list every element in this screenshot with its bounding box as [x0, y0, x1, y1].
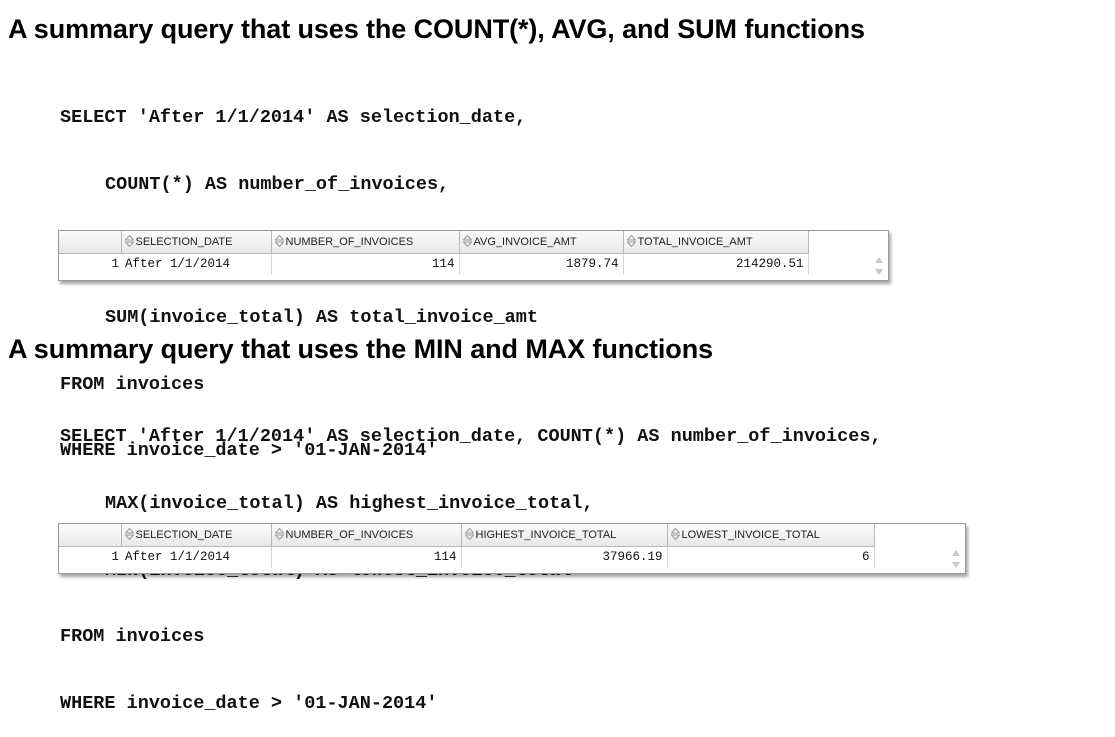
code-line: SUM(invoice_total) AS total_invoice_amt — [105, 307, 538, 329]
table-row[interactable]: 1 After 1/1/2014 114 1879.74 214290.51 — [59, 253, 809, 275]
sort-arrows-icon[interactable] — [273, 527, 285, 541]
row-number-header — [59, 231, 122, 254]
section1-heading: A summary query that uses the COUNT(*), … — [8, 14, 865, 44]
query-result-grid-1[interactable]: SELECTION_DATE NUMBER_OF_INVOICES AVG_IN… — [58, 230, 889, 281]
sort-arrows-icon[interactable] — [123, 234, 135, 248]
column-header[interactable]: NUMBER_OF_INVOICES — [270, 231, 460, 254]
sort-arrows-icon[interactable] — [273, 234, 285, 248]
header-row: SELECTION_DATE NUMBER_OF_INVOICES AVG_IN… — [59, 231, 809, 254]
column-header-label: SELECTION_DATE — [135, 236, 233, 249]
column-header-label: TOTAL_INVOICE_AMT — [637, 236, 753, 249]
sort-arrows-icon[interactable] — [625, 234, 637, 248]
column-header[interactable]: AVG_INVOICE_AMT — [458, 231, 624, 254]
code-line: FROM invoices — [60, 626, 205, 648]
section2-heading: A summary query that uses the MIN and MA… — [8, 334, 714, 364]
result-table: SELECTION_DATE NUMBER_OF_INVOICES HIGHES… — [59, 524, 875, 568]
row-number-header — [59, 524, 122, 547]
code-line: SELECT 'After 1/1/2014' AS selection_dat… — [60, 107, 527, 129]
table-cell[interactable]: 1879.74 — [459, 253, 624, 275]
column-header[interactable]: HIGHEST_INVOICE_TOTAL — [460, 524, 668, 547]
column-header[interactable]: SELECTION_DATE — [120, 524, 272, 547]
sort-arrows-icon[interactable] — [123, 527, 135, 541]
column-header[interactable]: NUMBER_OF_INVOICES — [270, 524, 462, 547]
table-cell[interactable]: 6 — [667, 546, 875, 568]
header-row: SELECTION_DATE NUMBER_OF_INVOICES HIGHES… — [59, 524, 875, 547]
column-header-label: NUMBER_OF_INVOICES — [285, 529, 414, 542]
table-row[interactable]: 1 After 1/1/2014 114 37966.19 6 — [59, 546, 875, 568]
code-line: WHERE invoice_date > '01-JAN-2014' — [60, 440, 438, 462]
sort-arrows-icon[interactable] — [461, 234, 473, 248]
table-cell[interactable]: After 1/1/2014 — [121, 253, 272, 275]
column-header[interactable]: TOTAL_INVOICE_AMT — [622, 231, 809, 254]
column-header[interactable]: LOWEST_INVOICE_TOTAL — [666, 524, 875, 547]
column-header-label: LOWEST_INVOICE_TOTAL — [681, 529, 820, 542]
table-cell[interactable]: 37966.19 — [461, 546, 668, 568]
code-line: MAX(invoice_total) AS highest_invoice_to… — [105, 493, 594, 514]
row-number: 1 — [111, 257, 119, 272]
result-table: SELECTION_DATE NUMBER_OF_INVOICES AVG_IN… — [59, 231, 809, 275]
table-cell[interactable]: 214290.51 — [623, 253, 809, 275]
column-header-label: AVG_INVOICE_AMT — [473, 236, 577, 249]
scroll-arrows-icon[interactable] — [874, 255, 884, 277]
code-line: FROM invoices — [60, 373, 205, 395]
query-result-grid-2[interactable]: SELECTION_DATE NUMBER_OF_INVOICES HIGHES… — [58, 523, 966, 574]
column-header-label: SELECTION_DATE — [135, 529, 233, 542]
table-cell[interactable]: 114 — [271, 546, 462, 568]
code-line: SELECT 'After 1/1/2014' AS selection_dat… — [60, 426, 882, 448]
code-line: COUNT(*) AS number_of_invoices, — [105, 174, 450, 195]
column-header[interactable]: SELECTION_DATE — [120, 231, 272, 254]
scroll-arrows-icon[interactable] — [951, 548, 961, 570]
table-cell[interactable]: After 1/1/2014 — [121, 546, 272, 568]
row-number: 1 — [111, 550, 119, 565]
code-line: WHERE invoice_date > '01-JAN-2014' — [60, 692, 438, 714]
sort-arrows-icon[interactable] — [669, 527, 681, 541]
column-header-label: HIGHEST_INVOICE_TOTAL — [475, 529, 617, 542]
column-header-label: NUMBER_OF_INVOICES — [285, 236, 414, 249]
sort-arrows-icon[interactable] — [463, 527, 475, 541]
table-cell[interactable]: 114 — [271, 253, 460, 275]
